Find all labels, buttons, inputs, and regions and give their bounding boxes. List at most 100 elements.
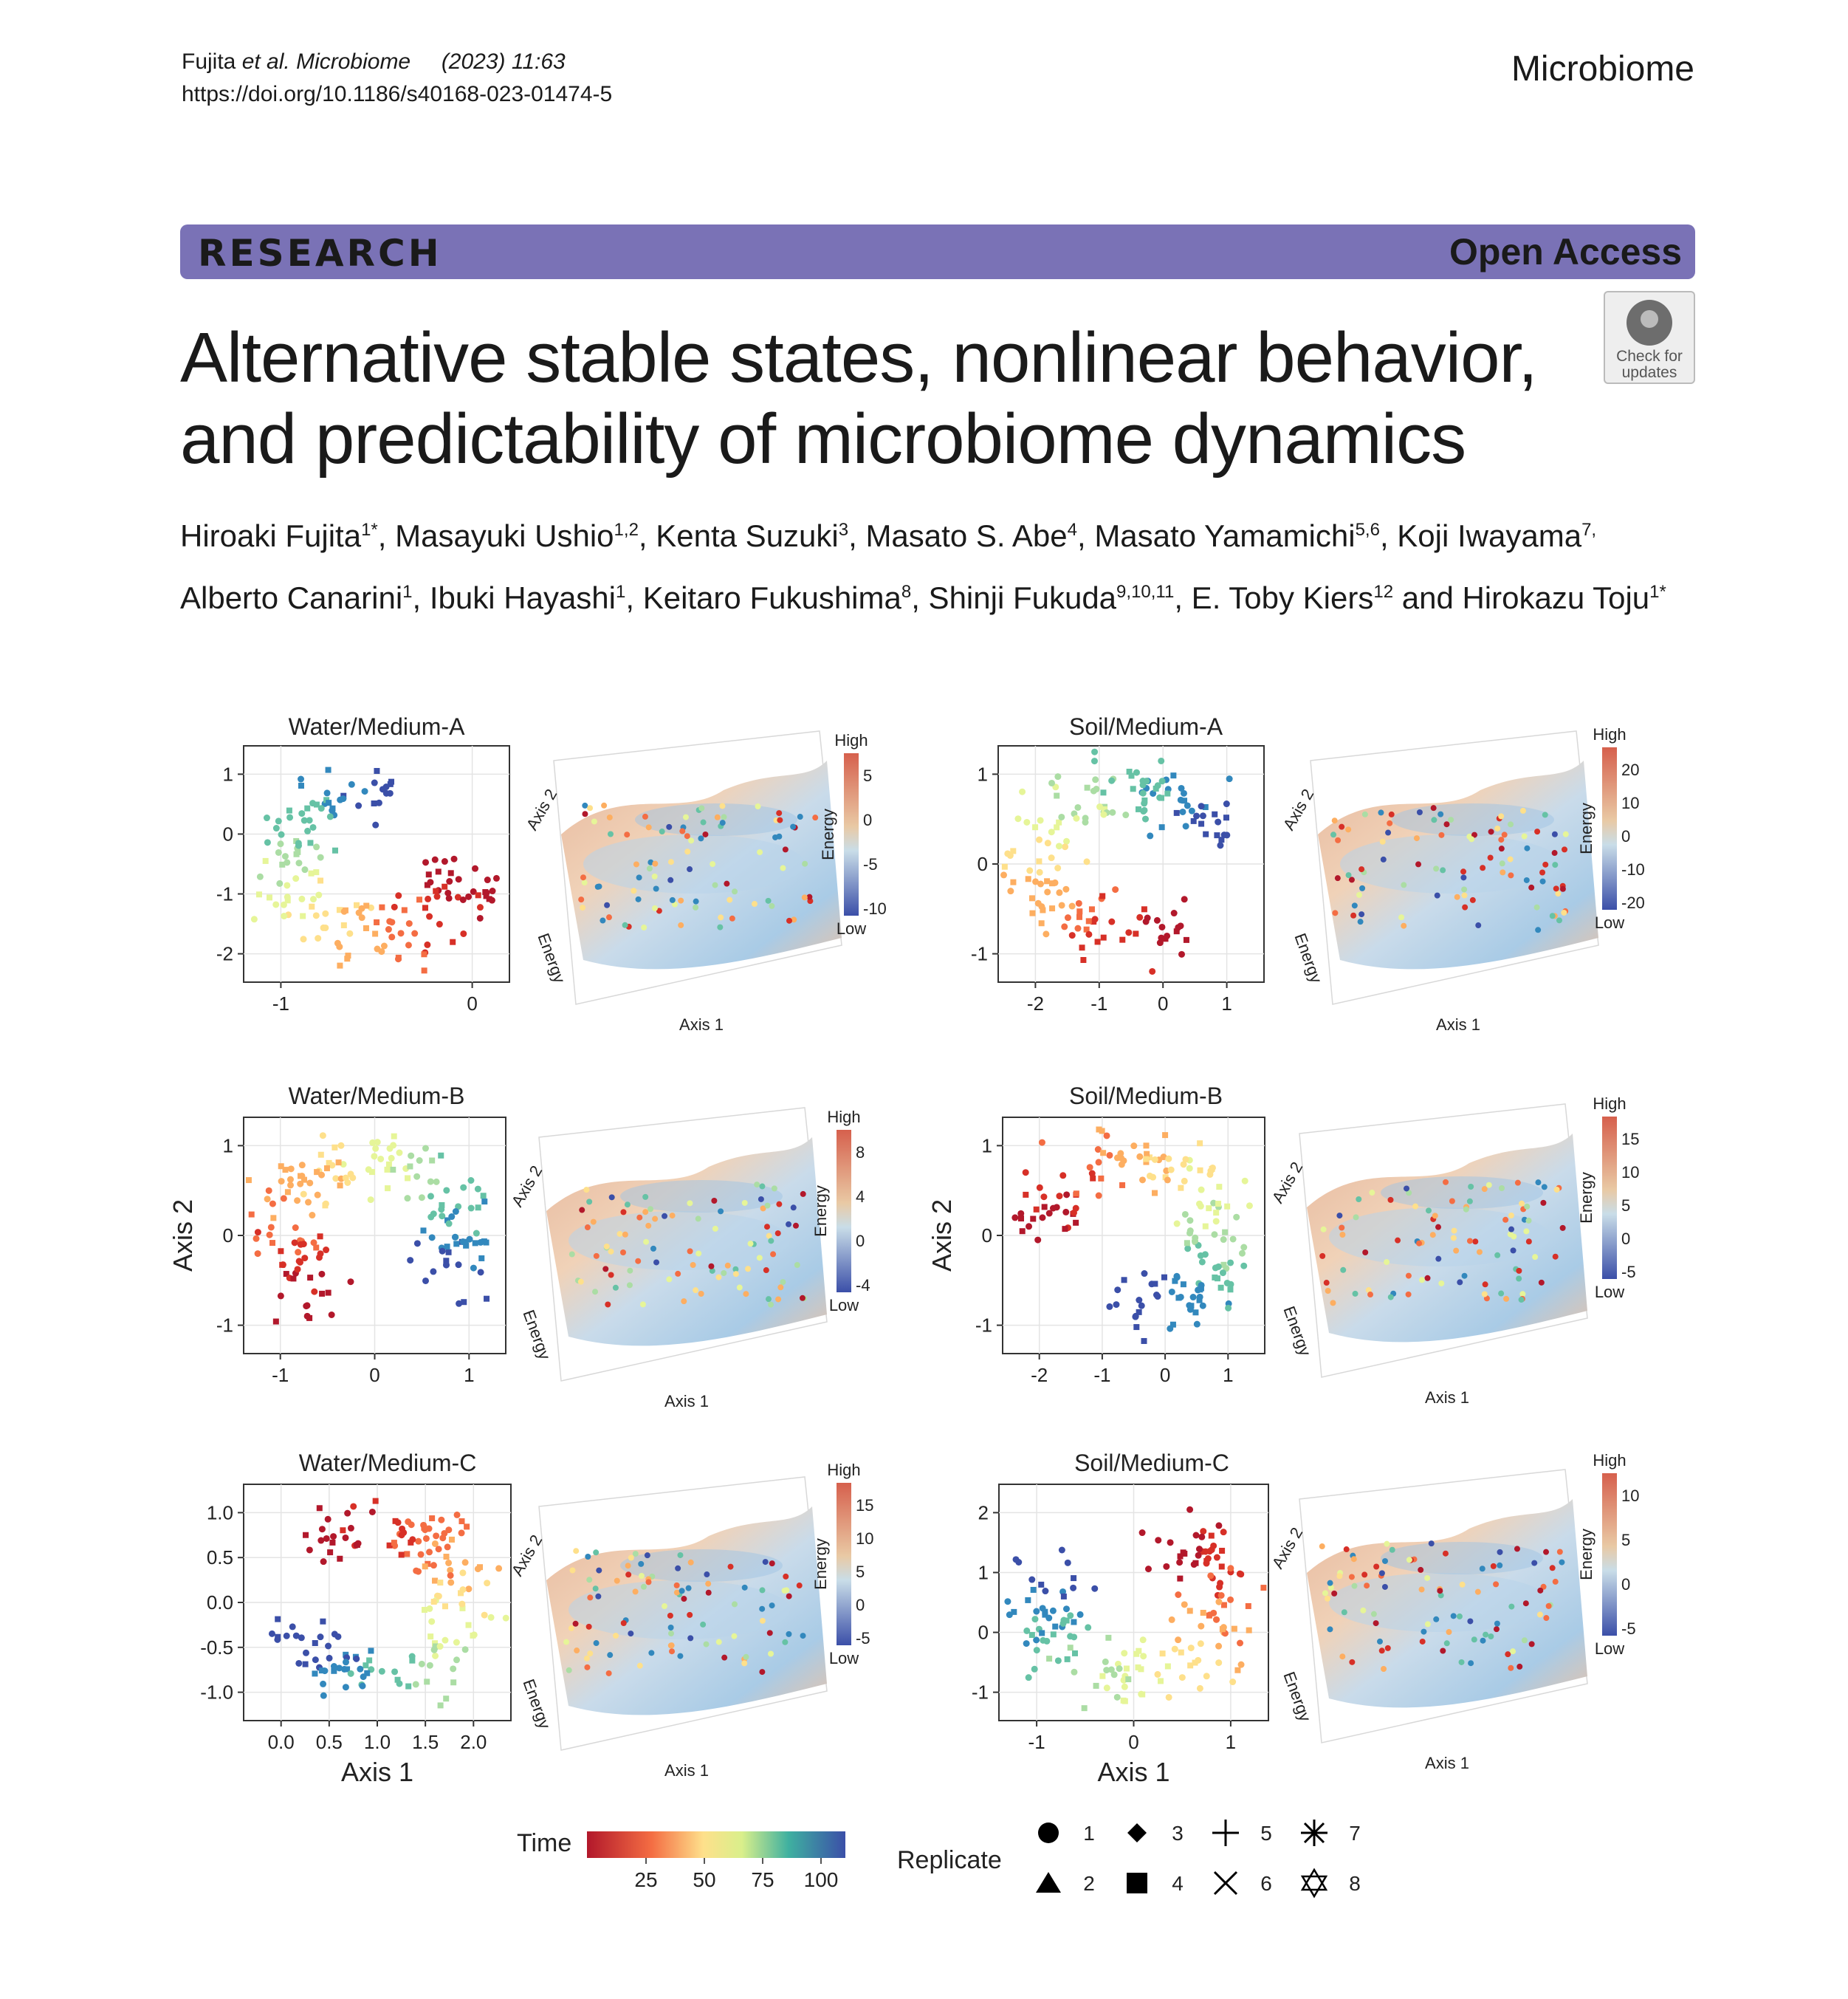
time-tick-label: 50 bbox=[693, 1868, 715, 1891]
data-point bbox=[463, 1242, 470, 1249]
data-point bbox=[250, 916, 258, 923]
data-point bbox=[435, 1546, 442, 1553]
landscape-point bbox=[772, 834, 779, 840]
check-updates-line1: Check for bbox=[1616, 348, 1683, 365]
colorbar-tick-label: 0 bbox=[1621, 1575, 1630, 1594]
data-point bbox=[405, 1518, 412, 1526]
data-point bbox=[454, 894, 461, 901]
doi-link[interactable]: https://doi.org/10.1186/s40168-023-01474… bbox=[182, 82, 613, 106]
data-point bbox=[1184, 1240, 1190, 1247]
data-point bbox=[300, 1176, 307, 1183]
data-point bbox=[307, 1275, 314, 1281]
landscape-point bbox=[708, 1263, 715, 1269]
data-point bbox=[1173, 1272, 1181, 1280]
data-point bbox=[1186, 1217, 1194, 1224]
landscape-point bbox=[1543, 1615, 1550, 1622]
data-point bbox=[1042, 1608, 1048, 1615]
data-point bbox=[487, 1614, 495, 1621]
data-point bbox=[320, 1558, 327, 1566]
data-point bbox=[371, 800, 377, 807]
data-point bbox=[413, 1173, 421, 1180]
landscape-point bbox=[1487, 854, 1494, 861]
landscape-point bbox=[1540, 1199, 1547, 1206]
landscape-point bbox=[1322, 1590, 1328, 1597]
data-point bbox=[1074, 925, 1082, 932]
landscape-point bbox=[682, 814, 689, 820]
landscape-point bbox=[1369, 1190, 1375, 1196]
landscape-point bbox=[743, 1653, 749, 1660]
landscape-point bbox=[800, 1633, 806, 1639]
data-point bbox=[405, 942, 412, 949]
colorbar-tick-label: 5 bbox=[856, 1563, 865, 1581]
landscape-point bbox=[727, 1563, 734, 1570]
data-point bbox=[377, 1155, 385, 1162]
data-point bbox=[1023, 1191, 1029, 1198]
landscape-point bbox=[1556, 1549, 1563, 1555]
data-point bbox=[444, 1543, 451, 1551]
data-point bbox=[1215, 1598, 1223, 1605]
data-point bbox=[1218, 837, 1225, 843]
data-point bbox=[295, 1249, 302, 1256]
landscape-point bbox=[1556, 917, 1562, 924]
data-point bbox=[1141, 906, 1147, 913]
data-point bbox=[1044, 840, 1051, 847]
author-list: Hiroaki Fujita1*, Masayuki Ushio1,2, Ken… bbox=[180, 502, 1731, 626]
landscape-point bbox=[758, 1196, 764, 1202]
data-point bbox=[297, 1173, 303, 1179]
data-point bbox=[409, 1657, 416, 1664]
data-point bbox=[1034, 899, 1042, 907]
landscape-point bbox=[1542, 812, 1548, 818]
data-point bbox=[1085, 930, 1093, 938]
data-point bbox=[1181, 1177, 1188, 1184]
landscape-point bbox=[1536, 1611, 1543, 1618]
landscape-point bbox=[1388, 811, 1395, 817]
data-point bbox=[1053, 1204, 1060, 1211]
data-point bbox=[292, 875, 300, 882]
landscape-point bbox=[587, 805, 594, 812]
article-title: Alternative stable states, nonlinear beh… bbox=[180, 318, 1620, 480]
axis2-label: Axis 2 bbox=[168, 1199, 198, 1272]
data-point bbox=[310, 1239, 317, 1247]
data-point bbox=[431, 856, 439, 863]
data-point bbox=[1100, 1150, 1107, 1156]
landscape-point bbox=[693, 904, 699, 911]
landscape-point bbox=[1419, 1638, 1426, 1645]
landscape-point bbox=[756, 1255, 763, 1261]
data-point bbox=[1093, 786, 1100, 793]
data-point bbox=[278, 1163, 284, 1170]
landscape-point bbox=[1458, 1659, 1465, 1665]
landscape-point bbox=[640, 1583, 647, 1590]
landscape-point bbox=[1356, 1196, 1362, 1202]
data-point bbox=[347, 1670, 354, 1677]
landscape-point bbox=[782, 1639, 789, 1645]
y-tick-label: -2 bbox=[216, 943, 233, 965]
data-point bbox=[427, 1213, 435, 1221]
landscape-point bbox=[653, 1259, 660, 1266]
data-point bbox=[295, 840, 302, 847]
colorbar-tick-label: -10 bbox=[863, 899, 887, 918]
landscape-point bbox=[1497, 1562, 1503, 1568]
landscape-point bbox=[587, 1650, 594, 1657]
landscape-point bbox=[745, 1266, 752, 1272]
data-point bbox=[1019, 788, 1026, 795]
landscape-point bbox=[636, 874, 642, 881]
replicate-label: 1 bbox=[1083, 1822, 1095, 1845]
data-point bbox=[430, 1599, 437, 1605]
landscape-point bbox=[1358, 911, 1365, 918]
replicate-label: 2 bbox=[1083, 1872, 1095, 1895]
x-tick-label: 1 bbox=[1226, 1731, 1236, 1753]
data-point bbox=[452, 1208, 459, 1215]
landscape-point bbox=[607, 831, 614, 837]
landscape-point bbox=[605, 1670, 612, 1676]
data-point bbox=[1227, 1286, 1234, 1293]
replicate-item: 4 bbox=[1127, 1872, 1184, 1895]
check-for-updates-button[interactable]: Check for updates bbox=[1604, 291, 1695, 384]
data-point bbox=[1141, 815, 1149, 823]
data-point bbox=[1186, 1506, 1194, 1513]
data-point bbox=[1143, 1159, 1150, 1165]
data-point bbox=[395, 892, 402, 899]
data-point bbox=[1045, 1210, 1053, 1217]
energy-basin bbox=[583, 834, 805, 894]
colorbar-tick-label: -5 bbox=[1621, 1619, 1636, 1638]
data-point bbox=[323, 1165, 330, 1172]
